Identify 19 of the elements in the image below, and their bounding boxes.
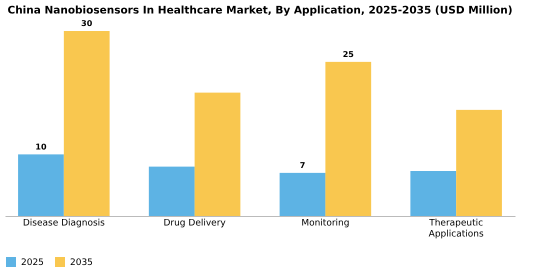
bar [194,92,240,216]
data-label: 25 [342,50,354,59]
data-label: 30 [81,19,93,28]
x-tick-label: Therapeutic Applications [428,218,484,240]
bar [64,31,110,216]
chart-title: China Nanobiosensors In Healthcare Market, By Application, 2025-2035 (USD Million) [7,4,513,16]
bar [456,110,502,216]
x-tick-label: Disease Diagnosis [22,218,106,228]
bar [280,172,326,216]
bar [325,62,372,216]
x-tick-label: Monitoring [301,218,350,228]
bar [18,154,64,216]
legend-label: 2035 [70,258,93,268]
bar [410,170,456,216]
data-label: 7 [300,160,306,170]
legend-label: 2025 [21,258,44,268]
data-label: 10 [35,142,47,152]
x-tick-label: Drug Delivery [163,218,226,228]
bar [148,166,195,216]
